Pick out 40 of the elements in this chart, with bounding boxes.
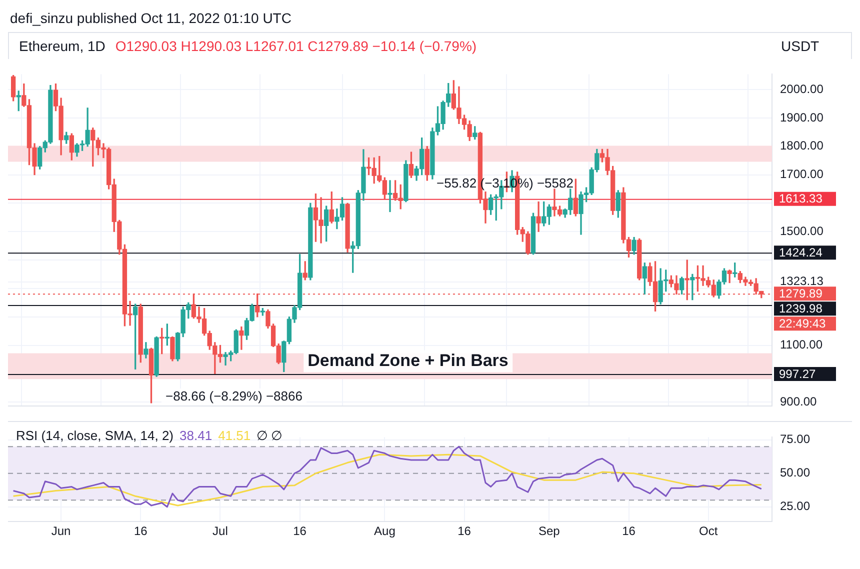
candlestick (536, 201, 541, 232)
candlestick (239, 326, 244, 350)
x-tick-label: Aug (374, 524, 396, 538)
y-tick-label: 1800.00 (780, 138, 824, 153)
ref-line-label: 1424.24 (779, 245, 823, 260)
y-tick-label: 1900.00 (780, 110, 824, 124)
y-tick-label: 1500.00 (780, 224, 824, 238)
text: defi_sinzu published Oct 11, 2022 01:10 UTC (9, 9, 292, 28)
ref-line-label: 997.27 (779, 366, 816, 381)
annotation: 38.41 (180, 428, 212, 443)
y-tick-label: 50.00 (780, 466, 810, 480)
candlestick (727, 270, 732, 284)
x-tick-label: 16 (134, 524, 148, 538)
y-axis-title: USDT (781, 38, 820, 54)
x-tick-label: 16 (458, 524, 472, 538)
candlestick (388, 180, 392, 212)
y-tick-label: 1100.00 (780, 338, 823, 352)
x-tick-label: 16 (622, 524, 636, 538)
annotation: 41.51 (218, 428, 251, 443)
x-tick-label: Oct (698, 524, 718, 538)
y-tick-label: 75.00 (780, 432, 810, 446)
y-tick-label: 1700.00 (780, 167, 824, 182)
y-tick-label: 25.00 (780, 499, 810, 514)
chart-title: Ethereum, 1D (18, 38, 106, 54)
y-tick-label: 1323.13 (780, 274, 824, 288)
annotation: ∅ ∅ (256, 428, 282, 443)
x-tick-label: Sep (538, 524, 560, 538)
ref-line-label: 1613.33 (779, 192, 823, 206)
chart-subtitle: O1290.03 H1290.03 L1267.01 C1279.89 −10.14 (−0.79%) (114, 38, 477, 54)
x-tick-label: 16 (293, 524, 307, 538)
chart-title: RSI (14, close, SMA, 14, 2) (16, 428, 174, 443)
ref-line-label: 1279.89 (779, 286, 823, 300)
y-tick-label: 900.00 (780, 394, 818, 408)
text: 22:49:43 (779, 316, 826, 330)
x-tick-label: Jun (51, 524, 71, 538)
ref-line-label: 1239.98 (779, 301, 823, 316)
x-tick-label: Jul (212, 524, 228, 538)
annotation: Demand Zone + Pin Bars (304, 350, 512, 372)
y-tick-label: 2000.00 (780, 82, 824, 96)
annotation: −88.66 (−8.29%) −8866 (162, 388, 306, 406)
